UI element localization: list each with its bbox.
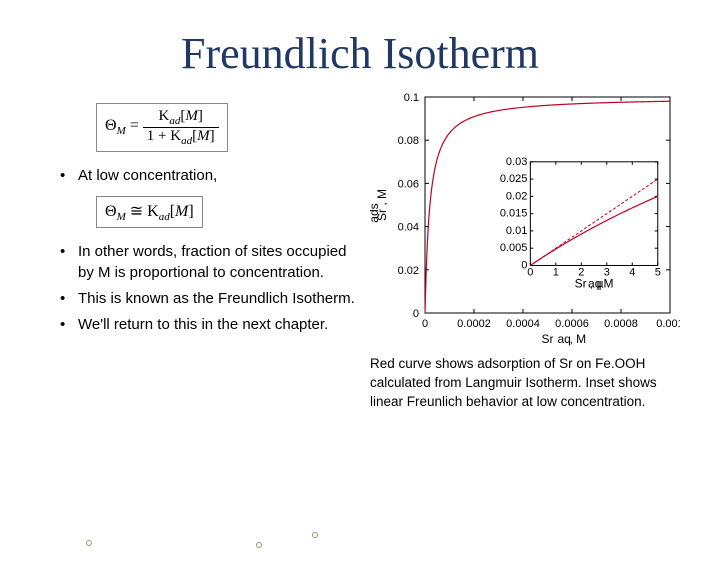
svg-text:0.0004: 0.0004 [506,318,540,330]
svg-text:0.0002: 0.0002 [457,318,491,330]
svg-text:0: 0 [527,266,533,278]
svg-text:0.025: 0.025 [500,173,528,185]
bullet-4: We'll return to this in the next chapter… [60,315,360,335]
decor-dot-icon [312,532,318,538]
svg-text:0.06: 0.06 [398,178,419,190]
svg-text:5: 5 [655,266,661,278]
content-area: ΘM = Kad[M] 1 + Kad[M] At low concentrat… [0,89,720,412]
svg-text:0.005: 0.005 [500,242,528,254]
svg-text:1: 1 [553,266,559,278]
svg-text:0.02: 0.02 [506,190,527,202]
svg-text:0.03: 0.03 [506,156,527,168]
svg-text:0: 0 [413,308,419,320]
equation-low-conc: ΘM ≅ Kad[M] [96,196,203,228]
decor-dot-icon [256,542,262,548]
svg-text:0: 0 [422,318,428,330]
svg-text:0.015: 0.015 [500,208,528,220]
svg-text:0.001: 0.001 [656,318,680,330]
svg-text:0.0008: 0.0008 [604,318,638,330]
right-column: 0 0.02 0.04 0.06 0.08 0.1 0 0.0002 0.0004 0.0006 0… [360,89,680,412]
page-title: Freundlich Isotherm [0,28,720,79]
svg-text:Sr: Sr [542,332,554,346]
svg-text:0.01: 0.01 [506,225,527,237]
bullet-3: This is known as the Freundlich Isotherm… [60,289,360,309]
decor-dot-icon [86,540,92,546]
equation-main: ΘM = Kad[M] 1 + Kad[M] [96,103,228,152]
svg-text:0.0006: 0.0006 [555,318,589,330]
bullet-1: At low concentration, [60,166,360,186]
svg-text:0.04: 0.04 [398,222,419,234]
bullet-2: In other words, fraction of sites occupi… [60,242,360,283]
svg-text:ads: ads [370,203,381,222]
svg-text:0.08: 0.08 [398,135,419,147]
left-column: ΘM = Kad[M] 1 + Kad[M] At low concentrat… [60,89,360,412]
svg-text:, M: , M [570,332,587,346]
svg-text:aq: aq [588,276,601,290]
adsorption-chart: 0 0.02 0.04 0.06 0.08 0.1 0 0.0002 0.0004 0.0006 0… [370,89,680,347]
chart-caption: Red curve shows adsorption of Sr on Fe.O… [370,355,680,412]
svg-text:4: 4 [629,266,635,278]
svg-text:0.02: 0.02 [398,265,419,277]
svg-text:0.1: 0.1 [404,92,419,104]
